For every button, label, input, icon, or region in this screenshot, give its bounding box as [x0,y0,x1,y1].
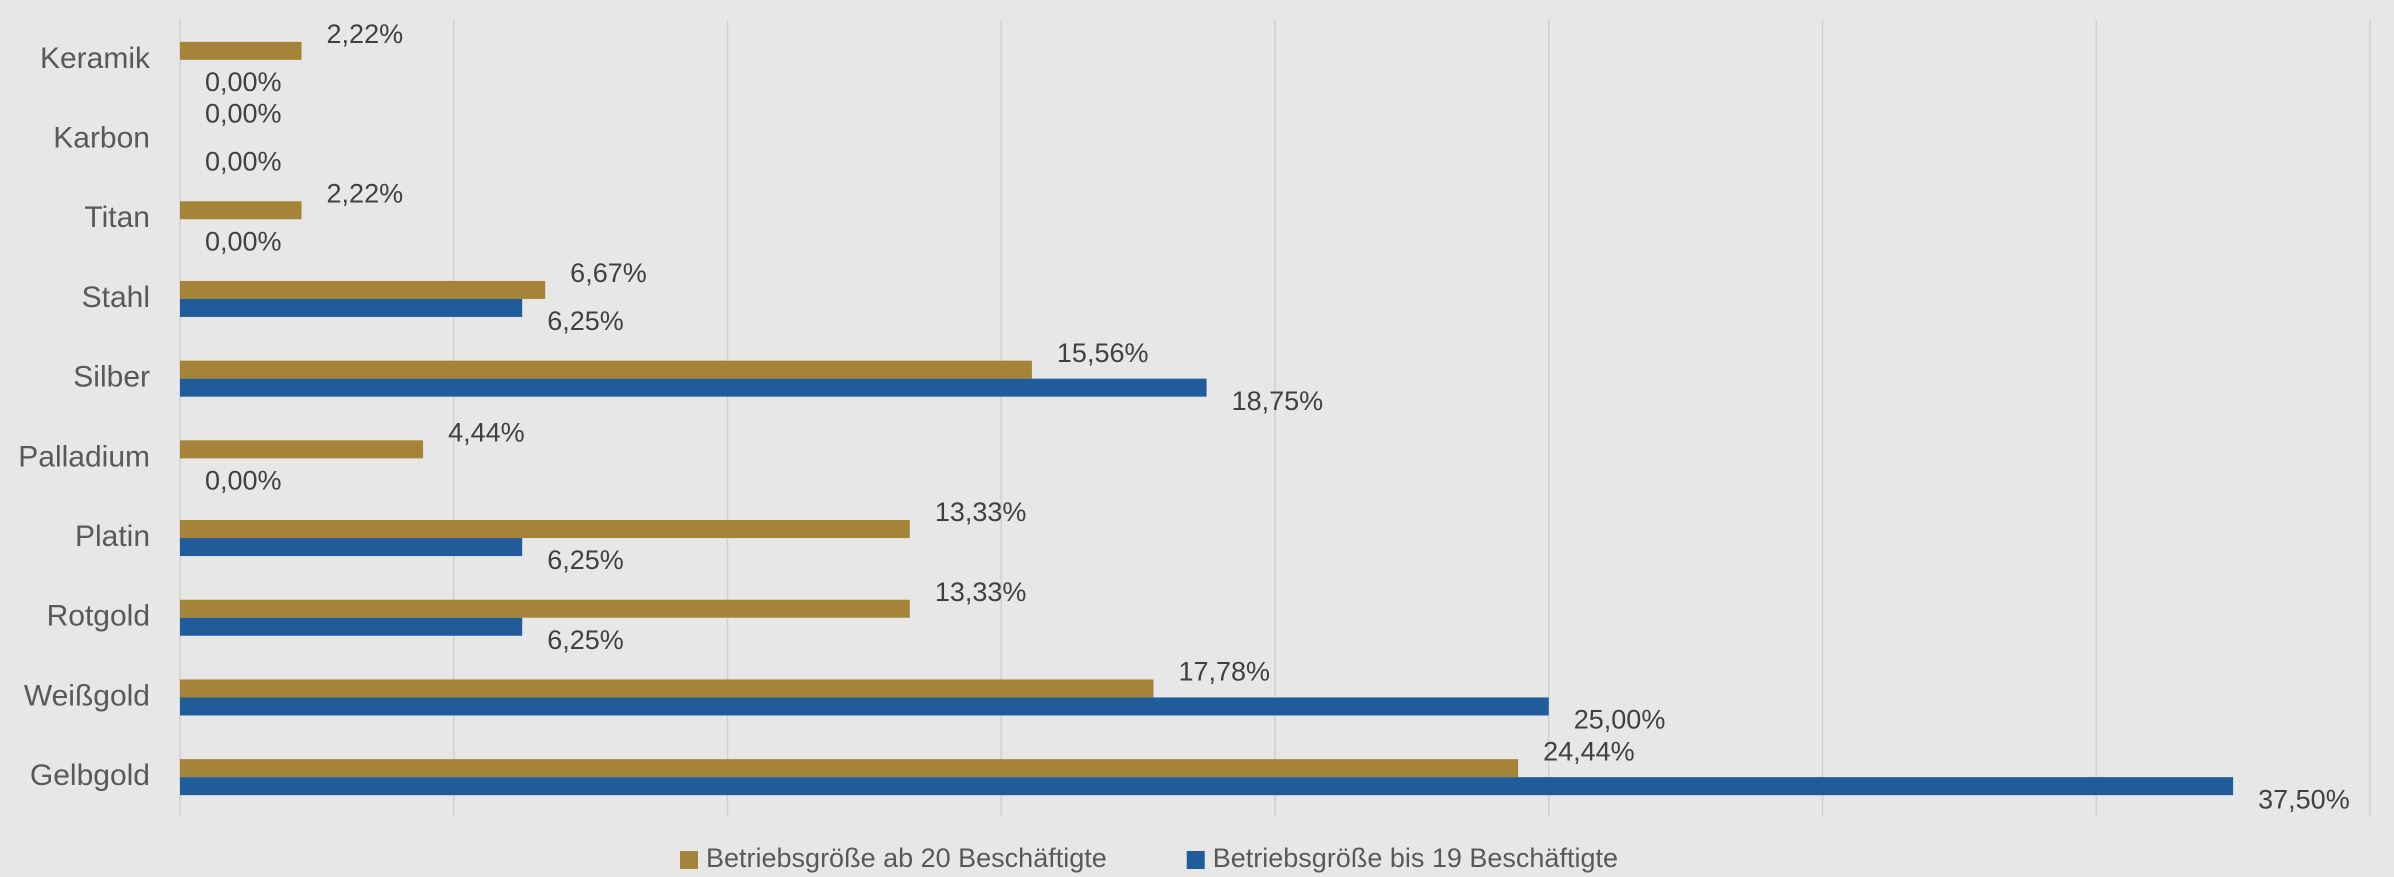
data-label: 6,25% [547,545,624,575]
data-label: 4,44% [448,417,525,447]
bar [180,280,546,299]
data-label: 24,44% [1543,736,1635,766]
data-label: 37,50% [2258,784,2350,814]
bar [180,538,523,557]
bar [180,759,1519,778]
data-label: 25,00% [1574,705,1666,735]
data-label: 0,00% [205,147,282,177]
legend-label: Betriebsgröße bis 19 Beschäftigte [1213,843,1618,873]
bar [180,617,523,636]
bar [180,440,424,459]
bar [180,520,910,539]
y-tick-label: Karbon [53,121,150,154]
bar [180,697,1549,716]
data-label: 0,00% [205,99,282,129]
legend-label: Betriebsgröße ab 20 Beschäftigte [706,843,1107,873]
bar [180,599,910,618]
data-label: 6,67% [570,258,647,288]
y-tick-label: Keramik [40,42,151,75]
bar [180,41,302,60]
data-label: 17,78% [1178,657,1270,687]
data-label: 2,22% [327,19,404,49]
data-label: 0,00% [205,465,282,495]
y-tick-label: Titan [84,201,150,234]
y-tick-label: Platin [75,520,150,553]
data-label: 2,22% [327,178,404,208]
bar [180,378,1207,397]
y-tick-label: Palladium [18,440,150,473]
bar [180,298,523,317]
data-label: 0,00% [205,67,282,97]
y-tick-label: Gelbgold [30,759,150,792]
y-tick-label: Silber [73,361,150,394]
legend-swatch [1186,851,1205,869]
data-label: 13,33% [935,577,1027,607]
data-label: 6,25% [547,306,624,336]
data-label: 13,33% [935,497,1027,527]
bar [180,679,1154,698]
data-label: 15,56% [1057,338,1149,368]
bar [180,360,1032,379]
data-label: 0,00% [205,226,282,256]
bar [180,201,302,220]
y-tick-label: Stahl [82,281,150,314]
y-tick-label: Weißgold [24,679,150,712]
data-label: 6,25% [547,625,624,655]
y-tick-label: Rotgold [47,600,150,633]
bar [180,777,2234,796]
legend-swatch [680,851,698,869]
data-label: 18,75% [1232,386,1324,416]
